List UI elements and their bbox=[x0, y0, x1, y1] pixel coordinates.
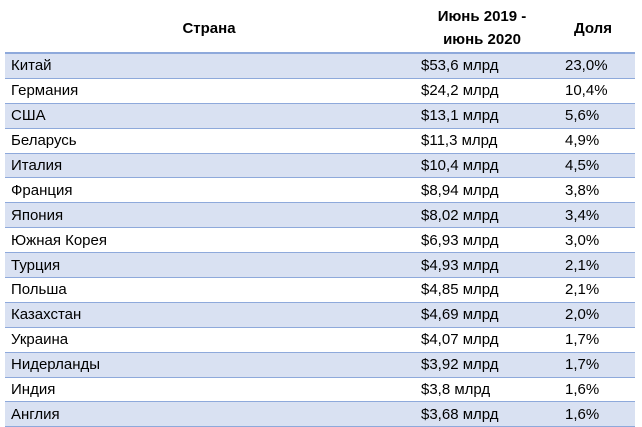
share-cell: 3,0% bbox=[551, 227, 635, 254]
table-body: Китай $53,6 млрд 23,0% Германия $24,2 мл… bbox=[5, 53, 635, 427]
header-country: Страна bbox=[5, 4, 413, 54]
country-cell: Украина bbox=[5, 327, 413, 353]
value-cell: $4,07 млрд bbox=[413, 327, 551, 353]
country-cell: США bbox=[5, 103, 413, 129]
country-cell: Германия bbox=[5, 78, 413, 104]
table-row: Италия $10,4 млрд 4,5% bbox=[5, 153, 635, 179]
value-cell: $11,3 млрд bbox=[413, 128, 551, 154]
country-cell: Южная Корея bbox=[5, 227, 413, 254]
table-row: Беларусь $11,3 млрд 4,9% bbox=[5, 128, 635, 154]
share-cell: 2,1% bbox=[551, 252, 635, 279]
table-row: Китай $53,6 млрд 23,0% bbox=[5, 53, 635, 79]
share-cell: 4,5% bbox=[551, 153, 635, 179]
share-cell: 1,7% bbox=[551, 352, 635, 378]
value-cell: $3,68 млрд bbox=[413, 401, 551, 427]
value-cell: $8,94 млрд bbox=[413, 177, 551, 204]
country-cell: Англия bbox=[5, 401, 413, 427]
table-row: Англия $3,68 млрд 1,6% bbox=[5, 401, 635, 427]
country-cell: Беларусь bbox=[5, 128, 413, 154]
header-value: Июнь 2019 - июнь 2020 bbox=[413, 4, 551, 54]
share-cell: 1,6% bbox=[551, 377, 635, 403]
country-cell: Индия bbox=[5, 377, 413, 403]
country-cell: Казахстан bbox=[5, 302, 413, 328]
table-row: США $13,1 млрд 5,6% bbox=[5, 103, 635, 129]
value-cell: $13,1 млрд bbox=[413, 103, 551, 129]
table-row: Украина $4,07 млрд 1,7% bbox=[5, 327, 635, 353]
share-cell: 1,7% bbox=[551, 327, 635, 353]
header-row: Страна Июнь 2019 - июнь 2020 Доля bbox=[5, 4, 635, 54]
table-row: Франция $8,94 млрд 3,8% bbox=[5, 177, 635, 204]
value-cell: $4,85 млрд bbox=[413, 277, 551, 303]
value-cell: $3,8 млрд bbox=[413, 377, 551, 403]
country-cell: Турция bbox=[5, 252, 413, 279]
country-cell: Польша bbox=[5, 277, 413, 303]
country-cell: Италия bbox=[5, 153, 413, 179]
value-cell: $6,93 млрд bbox=[413, 227, 551, 254]
table-row: Индия $3,8 млрд 1,6% bbox=[5, 377, 635, 403]
value-cell: $8,02 млрд bbox=[413, 202, 551, 229]
table-row: Япония $8,02 млрд 3,4% bbox=[5, 202, 635, 229]
country-cell: Франция bbox=[5, 177, 413, 204]
share-cell: 10,4% bbox=[551, 78, 635, 104]
import-table-container: Страна Июнь 2019 - июнь 2020 Доля Китай … bbox=[5, 4, 635, 427]
share-cell: 2,0% bbox=[551, 302, 635, 328]
share-cell: 4,9% bbox=[551, 128, 635, 154]
import-table: Страна Июнь 2019 - июнь 2020 Доля Китай … bbox=[5, 4, 635, 427]
value-cell: $53,6 млрд bbox=[413, 53, 551, 79]
value-cell: $3,92 млрд bbox=[413, 352, 551, 378]
table-row: Польша $4,85 млрд 2,1% bbox=[5, 277, 635, 303]
share-cell: 3,8% bbox=[551, 177, 635, 204]
share-cell: 2,1% bbox=[551, 277, 635, 303]
header-share: Доля bbox=[551, 4, 635, 54]
table-row: Казахстан $4,69 млрд 2,0% bbox=[5, 302, 635, 328]
share-cell: 5,6% bbox=[551, 103, 635, 129]
share-cell: 23,0% bbox=[551, 53, 635, 79]
country-cell: Нидерланды bbox=[5, 352, 413, 378]
table-row: Германия $24,2 млрд 10,4% bbox=[5, 78, 635, 104]
value-cell: $24,2 млрд bbox=[413, 78, 551, 104]
value-cell: $4,69 млрд bbox=[413, 302, 551, 328]
share-cell: 1,6% bbox=[551, 401, 635, 427]
value-cell: $4,93 млрд bbox=[413, 252, 551, 279]
table-header: Страна Июнь 2019 - июнь 2020 Доля bbox=[5, 4, 635, 54]
table-row: Южная Корея $6,93 млрд 3,0% bbox=[5, 227, 635, 254]
value-cell: $10,4 млрд bbox=[413, 153, 551, 179]
share-cell: 3,4% bbox=[551, 202, 635, 229]
country-cell: Китай bbox=[5, 53, 413, 79]
table-row: Турция $4,93 млрд 2,1% bbox=[5, 252, 635, 279]
table-row: Нидерланды $3,92 млрд 1,7% bbox=[5, 352, 635, 378]
country-cell: Япония bbox=[5, 202, 413, 229]
